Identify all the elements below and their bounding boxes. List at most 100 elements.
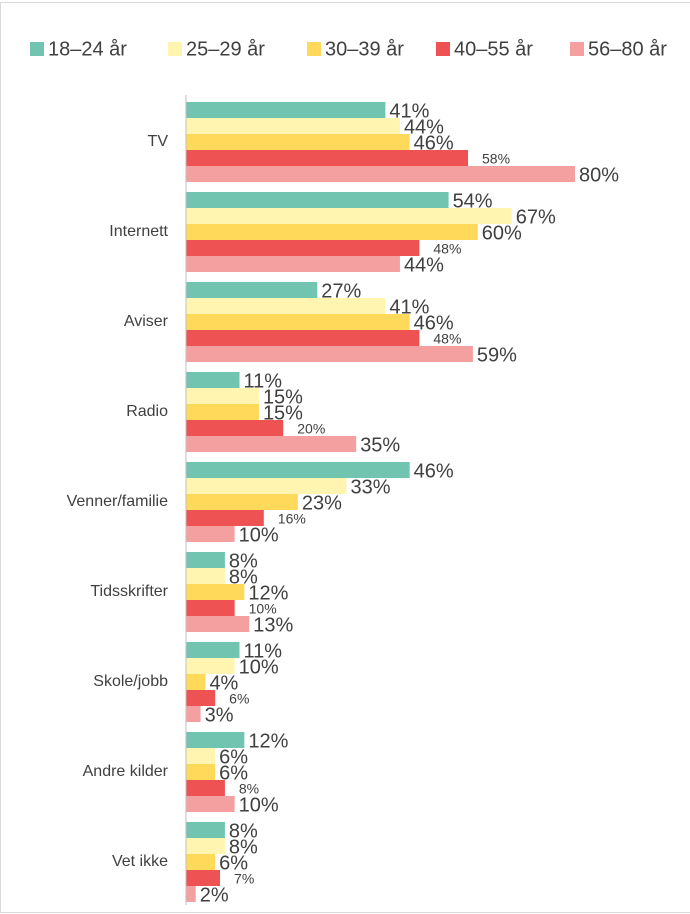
value-label: 12% [248, 730, 288, 752]
value-label: 46% [414, 460, 454, 482]
category-label: Aviser [124, 313, 169, 330]
value-label: 6% [219, 746, 248, 768]
value-label: 10% [239, 524, 279, 546]
value-label: 80% [579, 164, 619, 186]
bar [186, 346, 473, 362]
value-label: 6% [219, 852, 248, 874]
value-label: 20% [297, 421, 325, 437]
bar [186, 330, 420, 346]
category-label: TV [148, 133, 169, 150]
bar [186, 870, 221, 886]
value-label: 35% [360, 434, 400, 456]
value-label: 33% [350, 476, 390, 498]
value-label: 46% [414, 132, 454, 154]
bar [186, 690, 216, 706]
bar [186, 192, 449, 208]
bar [186, 166, 575, 182]
legend-label: 25–29 år [186, 38, 265, 60]
bar [186, 298, 386, 314]
bar [186, 616, 250, 632]
legend-swatch [168, 42, 182, 56]
value-label: 12% [248, 582, 288, 604]
legend-label: 18–24 år [48, 38, 127, 60]
bar [186, 420, 284, 436]
value-label: 6% [219, 762, 248, 784]
value-label: 4% [209, 672, 238, 694]
bar [186, 150, 469, 166]
category-label: Andre kilder [83, 763, 169, 780]
bar [186, 658, 235, 674]
bar [186, 674, 206, 690]
value-label: 7% [234, 871, 254, 887]
bar [186, 462, 410, 478]
bar [186, 748, 216, 764]
value-label: 10% [239, 656, 279, 678]
bar [186, 886, 196, 902]
bar [186, 706, 201, 722]
value-label: 23% [302, 492, 342, 514]
category-label: Internett [109, 223, 168, 240]
value-label: 13% [253, 614, 293, 636]
value-label: 41% [389, 100, 429, 122]
bar [186, 854, 216, 870]
bar [186, 552, 225, 568]
value-label: 60% [482, 222, 522, 244]
legend-swatch [570, 42, 584, 56]
category-label: Skole/jobb [93, 673, 168, 690]
value-label: 44% [404, 254, 444, 276]
value-label: 2% [200, 884, 229, 906]
value-label: 8% [229, 550, 258, 572]
bar [186, 436, 357, 452]
value-label: 11% [243, 640, 282, 662]
legend-label: 40–55 år [454, 38, 533, 60]
bar [186, 584, 245, 600]
bar [186, 780, 225, 796]
bar [186, 372, 240, 388]
bar [186, 388, 259, 404]
category-label: Tidsskrifter [90, 583, 168, 600]
bar [186, 134, 410, 150]
bar [186, 208, 512, 224]
bar [186, 526, 235, 542]
value-label: 59% [477, 344, 517, 366]
bar [186, 404, 259, 420]
bar [186, 568, 225, 584]
bar [186, 822, 225, 838]
bar [186, 240, 420, 256]
value-label: 10% [239, 794, 279, 816]
bar [186, 796, 235, 812]
value-label: 10% [249, 601, 277, 617]
bar [186, 510, 264, 526]
bar [186, 764, 216, 780]
bar [186, 600, 235, 616]
legend-label: 56–80 år [588, 38, 667, 60]
bar [186, 256, 400, 272]
category-label: Vet ikke [112, 853, 168, 870]
value-label: 44% [404, 116, 444, 138]
bar [186, 314, 410, 330]
value-label: 3% [205, 704, 234, 726]
value-label: 67% [516, 206, 556, 228]
value-label: 11% [243, 370, 282, 392]
category-label: Venner/familie [67, 493, 168, 510]
value-label: 8% [239, 781, 259, 797]
bar [186, 494, 298, 510]
category-label: Radio [126, 403, 168, 420]
value-label: 8% [229, 566, 258, 588]
value-label: 48% [433, 331, 461, 347]
value-label: 15% [263, 402, 303, 424]
value-label: 54% [453, 190, 493, 212]
value-label: 8% [229, 820, 258, 842]
value-label: 58% [482, 151, 510, 167]
value-label: 27% [321, 280, 361, 302]
bar [186, 224, 478, 240]
bar [186, 642, 240, 658]
bar [186, 838, 225, 854]
value-label: 48% [433, 241, 461, 257]
value-label: 41% [389, 296, 429, 318]
bar [186, 478, 347, 494]
value-label: 8% [229, 836, 258, 858]
